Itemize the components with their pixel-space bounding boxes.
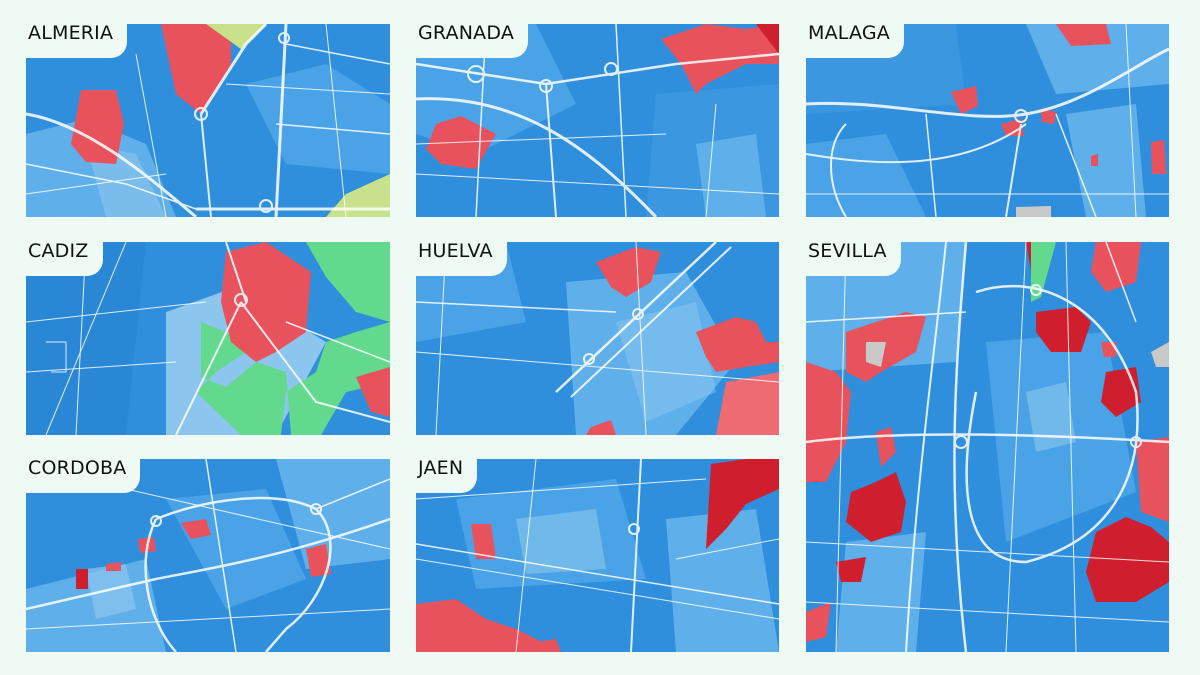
region-green — [326, 174, 390, 217]
region-red — [181, 519, 211, 539]
region-red — [716, 372, 779, 435]
region-red — [161, 24, 231, 114]
region-green — [196, 322, 390, 435]
region-red — [1091, 154, 1098, 166]
region-red — [1036, 307, 1091, 352]
map-panel-jaen[interactable]: JAÉN — [416, 459, 779, 652]
region-red — [356, 367, 390, 417]
region-red — [1101, 342, 1116, 357]
region-red — [471, 524, 496, 559]
map-panel-granada[interactable]: GRANADA — [416, 24, 779, 217]
region-red — [756, 24, 779, 54]
map-panel-sevilla[interactable]: SEVILLA — [806, 242, 1169, 652]
region-red — [306, 544, 331, 577]
region-red — [1041, 109, 1056, 124]
region-red — [1136, 437, 1169, 522]
region-red — [1056, 24, 1111, 46]
region-grey — [1016, 206, 1051, 217]
region-red — [806, 362, 851, 482]
region-red — [846, 312, 926, 382]
city-label: SEVILLA — [806, 242, 901, 276]
region-green — [1031, 242, 1056, 302]
region-red — [416, 599, 556, 652]
region-red — [696, 317, 779, 372]
region-grey — [866, 342, 886, 367]
map-panel-huelva[interactable]: HUELVA — [416, 242, 779, 435]
city-label: CÓRDOBA — [26, 459, 141, 493]
city-label: HUELVA — [416, 242, 507, 276]
region-green — [306, 242, 390, 322]
map-panel-almeria[interactable]: ALMERÍA — [26, 24, 390, 217]
map-panel-cordoba[interactable]: CÓRDOBA — [26, 459, 390, 652]
region-red — [221, 242, 311, 362]
region-red — [1001, 119, 1024, 136]
region-red — [536, 639, 561, 652]
map-panel-cadiz[interactable]: CÁDIZ — [26, 242, 390, 435]
region-red — [76, 569, 88, 589]
map-cordoba — [26, 459, 390, 652]
city-label: JAÉN — [416, 459, 478, 493]
region-grey — [1151, 342, 1169, 367]
region-red — [706, 459, 779, 549]
map-panel-malaga[interactable]: MÁLAGA — [806, 24, 1169, 217]
map-jaen — [416, 459, 779, 652]
region-red — [596, 247, 661, 297]
region-red — [1151, 140, 1166, 174]
region-red — [586, 420, 616, 435]
region-red — [951, 86, 978, 114]
region-red — [806, 602, 831, 642]
city-label: GRANADA — [416, 24, 529, 58]
region-green — [206, 24, 266, 49]
region-red — [836, 557, 866, 582]
city-label: CÁDIZ — [26, 242, 103, 276]
region-red — [71, 90, 124, 164]
map-sevilla — [806, 242, 1169, 652]
city-label: MÁLAGA — [806, 24, 904, 58]
city-label: ALMERÍA — [26, 24, 128, 58]
map-almeria — [26, 24, 390, 217]
map-huelva — [416, 242, 779, 435]
region-red — [846, 472, 906, 542]
region-red — [106, 562, 121, 571]
